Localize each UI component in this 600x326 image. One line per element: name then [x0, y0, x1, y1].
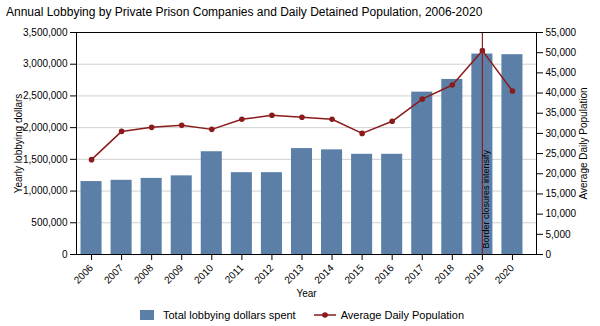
svg-text:2013: 2013 [282, 262, 306, 286]
svg-text:35,000: 35,000 [546, 107, 577, 118]
svg-text:0: 0 [62, 249, 68, 260]
svg-text:2,500,000: 2,500,000 [23, 90, 68, 101]
svg-text:3,000,000: 3,000,000 [23, 58, 68, 69]
html-text:Average Daily Population: Average Daily Population [340, 309, 464, 321]
svg-text:50,000: 50,000 [546, 47, 577, 58]
svg-text:2,000,000: 2,000,000 [23, 122, 68, 133]
svg-text:2015: 2015 [342, 262, 366, 286]
svg-text:2016: 2016 [372, 262, 396, 286]
svg-text:Year: Year [296, 288, 317, 299]
html-text:Annual Lobbying by Private Pri: Annual Lobbying by Private Prison Compan… [6, 5, 483, 19]
svg-text:2007: 2007 [102, 262, 126, 286]
svg-text:2012: 2012 [252, 262, 276, 286]
svg-text:40,000: 40,000 [546, 87, 577, 98]
svg-text:30,000: 30,000 [546, 128, 577, 139]
svg-text:2011: 2011 [223, 262, 246, 285]
svg-text:Yearly lobbying dollars: Yearly lobbying dollars [13, 94, 24, 194]
svg-text:2020: 2020 [493, 262, 517, 286]
svg-text:2008: 2008 [132, 262, 156, 286]
svg-text:500,000: 500,000 [31, 217, 68, 228]
svg-text:25,000: 25,000 [546, 148, 577, 159]
svg-text:0: 0 [546, 249, 552, 260]
svg-text:5,000: 5,000 [546, 229, 571, 240]
svg-text:2014: 2014 [312, 262, 336, 286]
svg-text:10,000: 10,000 [546, 208, 577, 219]
svg-text:55,000: 55,000 [546, 27, 577, 38]
svg-text:2010: 2010 [192, 262, 216, 286]
html-text:Total lobbying dollars spent: Total lobbying dollars spent [163, 309, 296, 321]
svg-text:2006: 2006 [72, 262, 96, 286]
svg-text:2009: 2009 [162, 262, 186, 286]
svg-text:15,000: 15,000 [546, 188, 577, 199]
svg-text:1,000,000: 1,000,000 [23, 185, 68, 196]
svg-text:3,500,000: 3,500,000 [23, 27, 68, 38]
svg-text:Border closures intensify: Border closures intensify [481, 149, 491, 248]
svg-text:2018: 2018 [432, 262, 456, 286]
svg-text:2017: 2017 [402, 262, 426, 286]
svg-text:2019: 2019 [463, 262, 487, 286]
svg-text:45,000: 45,000 [546, 67, 577, 78]
svg-text:Average Daily Population: Average Daily Population [578, 87, 589, 199]
svg-text:20,000: 20,000 [546, 168, 577, 179]
svg-text:1,500,000: 1,500,000 [23, 154, 68, 165]
